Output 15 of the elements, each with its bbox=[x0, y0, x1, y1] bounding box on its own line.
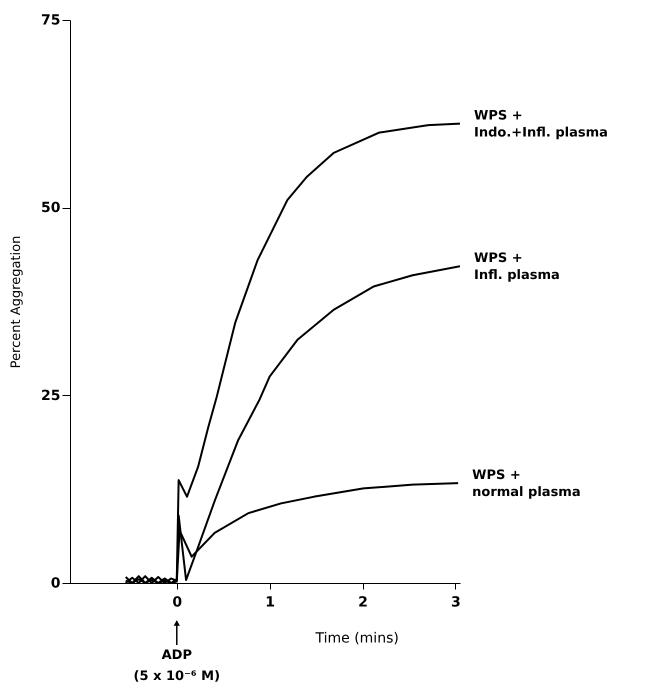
annotation: ADP bbox=[162, 648, 192, 663]
y-axis-title: Percent Aggregation bbox=[9, 236, 24, 368]
series-label: WPS + normal plasma bbox=[472, 468, 581, 500]
y-tick-label: 0 bbox=[50, 576, 61, 592]
x-tick-label: 2 bbox=[358, 594, 368, 610]
series-label: WPS + Indo.+Infl. plasma bbox=[474, 108, 608, 141]
text: (5 x 10⁻⁶ M) bbox=[134, 669, 220, 684]
y-tick-label: 25 bbox=[41, 388, 60, 404]
x-tick-label: 1 bbox=[265, 594, 276, 610]
series-label: WPS + Infl. plasma bbox=[474, 251, 560, 284]
y-tick-label: 75 bbox=[41, 12, 60, 28]
x-tick-label: 3 bbox=[450, 594, 461, 610]
x-axis-title: Time (mins) bbox=[314, 630, 399, 646]
x-tick-label: 0 bbox=[172, 594, 182, 610]
y-tick-label: 50 bbox=[41, 200, 61, 216]
